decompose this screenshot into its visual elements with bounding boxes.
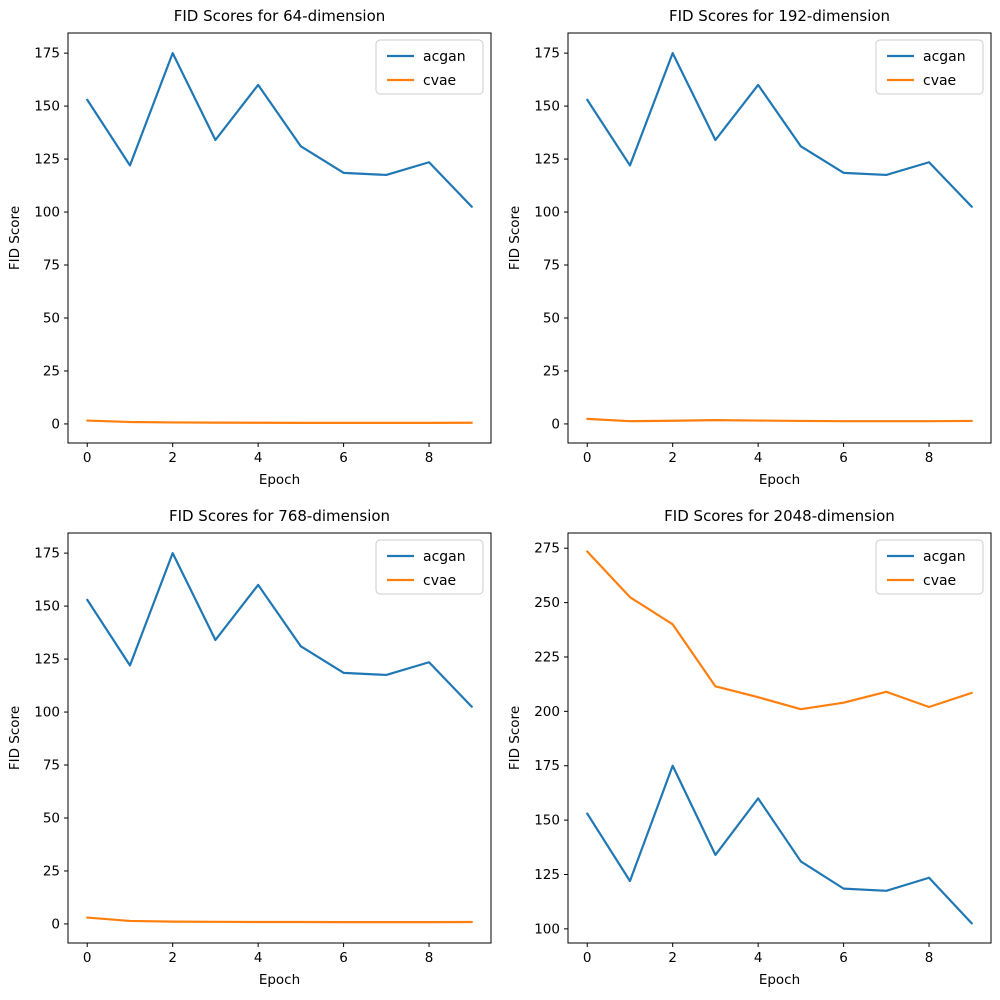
y-tick-label: 125: [34, 152, 60, 168]
x-tick-label: 4: [254, 450, 263, 466]
y-tick-label: 150: [534, 813, 560, 829]
x-tick-label: 0: [583, 450, 592, 466]
series-line-acgan: [586, 52, 973, 208]
plot-area: [67, 532, 492, 944]
y-tick-label: 100: [34, 705, 60, 721]
y-tick-label: 100: [534, 921, 560, 937]
x-tick-label: 4: [754, 450, 763, 466]
chart-title: FID Scores for 2048-dimension: [664, 507, 895, 525]
subplot-64-dimension: FID Scores for 64-dimension 0 2 4 6 8 0 25 50 75 1…: [0, 0, 500, 500]
x-tick-label: 6: [839, 450, 848, 466]
chart-title: FID Scores for 192-dimension: [669, 7, 890, 25]
legend-label-cvae: cvae: [923, 73, 956, 89]
y-tick-label: 75: [43, 758, 60, 774]
y-tick-label: 125: [534, 867, 560, 883]
y-tick-label: 225: [534, 649, 560, 665]
x-tick-label: 8: [925, 450, 934, 466]
y-tick-label: 275: [534, 541, 560, 557]
series-line-acgan: [86, 52, 473, 208]
x-tick-label: 8: [425, 450, 434, 466]
y-tick-label: 0: [551, 416, 560, 432]
x-tick-label: 4: [754, 950, 763, 966]
y-tick-label: 150: [34, 99, 60, 115]
plot-area: [67, 32, 492, 444]
chart-title: FID Scores for 64-dimension: [174, 7, 386, 25]
x-tick-label: 6: [339, 450, 348, 466]
legend-label-acgan: acgan: [923, 549, 966, 565]
x-axis-label: Epoch: [259, 972, 300, 988]
y-tick-label: 175: [34, 46, 60, 62]
subplot-192-dimension: FID Scores for 192-dimension 0 2 4 6 8 0 25 50 75…: [500, 0, 1000, 500]
x-tick-label: 2: [668, 950, 677, 966]
x-tick-label: 0: [83, 950, 92, 966]
y-tick-label: 50: [543, 310, 560, 326]
y-tick-label: 175: [534, 46, 560, 62]
legend-label-acgan: acgan: [423, 549, 466, 565]
y-tick-label: 50: [43, 810, 60, 826]
series-line-acgan: [86, 552, 473, 708]
x-tick-label: 6: [839, 950, 848, 966]
x-axis-label: Epoch: [759, 472, 800, 488]
x-tick-label: 0: [83, 450, 92, 466]
series-line-cvae: [86, 419, 473, 424]
y-tick-label: 125: [534, 152, 560, 168]
y-tick-label: 125: [34, 652, 60, 668]
legend-label-acgan: acgan: [923, 49, 966, 65]
y-tick-label: 25: [43, 363, 60, 379]
x-axis-label: Epoch: [259, 472, 300, 488]
y-tick-label: 175: [34, 546, 60, 562]
series-line-cvae: [86, 916, 473, 924]
y-tick-label: 175: [534, 758, 560, 774]
y-tick-label: 100: [34, 205, 60, 221]
x-axis-label: Epoch: [759, 972, 800, 988]
legend: acgan cvae: [375, 539, 484, 595]
y-tick-label: 0: [51, 916, 60, 932]
series-line-acgan: [586, 764, 973, 925]
subplot-768-dimension: FID Scores for 768-dimension 0 2 4 6 8 0 25 50 75…: [0, 500, 500, 1000]
y-tick-label: 200: [534, 704, 560, 720]
y-tick-label: 150: [34, 599, 60, 615]
series-line-cvae: [586, 417, 973, 423]
y-tick-label: 150: [534, 99, 560, 115]
x-tick-label: 6: [339, 950, 348, 966]
y-tick-label: 0: [51, 416, 60, 432]
y-axis-label: FID Score: [507, 206, 523, 270]
legend: acgan cvae: [375, 39, 484, 95]
legend: acgan cvae: [875, 539, 984, 595]
y-tick-label: 25: [543, 363, 560, 379]
y-axis-label: FID Score: [507, 706, 523, 770]
plot-area: [567, 532, 992, 944]
chart-192-dimension: FID Scores for 192-dimension 0 2 4 6 8 0 25 50 75…: [507, 7, 992, 488]
legend-label-cvae: cvae: [423, 573, 456, 589]
y-tick-label: 75: [43, 258, 60, 274]
y-tick-label: 250: [534, 595, 560, 611]
x-tick-label: 4: [254, 950, 263, 966]
chart-2048-dimension: FID Scores for 2048-dimension 0 2 4 6 8 100 125…: [507, 507, 992, 988]
x-tick-label: 2: [668, 450, 677, 466]
y-axis-label: FID Score: [7, 706, 23, 770]
chart-768-dimension: FID Scores for 768-dimension 0 2 4 6 8 0 25 50 75…: [7, 507, 492, 988]
chart-title: FID Scores for 768-dimension: [169, 507, 390, 525]
x-tick-label: 8: [425, 950, 434, 966]
y-tick-label: 50: [43, 310, 60, 326]
chart-64-dimension: FID Scores for 64-dimension 0 2 4 6 8 0 25 50 75 1…: [7, 7, 492, 488]
legend-label-cvae: cvae: [923, 573, 956, 589]
subplot-2048-dimension: FID Scores for 2048-dimension 0 2 4 6 8 100 125…: [500, 500, 1000, 1000]
plot-area: [567, 32, 992, 444]
legend: acgan cvae: [875, 39, 984, 95]
y-tick-label: 25: [43, 863, 60, 879]
y-tick-label: 100: [534, 205, 560, 221]
x-tick-label: 2: [168, 450, 177, 466]
series-line-cvae: [586, 550, 973, 711]
x-tick-label: 8: [925, 950, 934, 966]
y-axis-label: FID Score: [7, 206, 23, 270]
y-tick-label: 75: [543, 258, 560, 274]
legend-label-cvae: cvae: [423, 73, 456, 89]
legend-label-acgan: acgan: [423, 49, 466, 65]
x-tick-label: 0: [583, 950, 592, 966]
x-tick-label: 2: [168, 950, 177, 966]
